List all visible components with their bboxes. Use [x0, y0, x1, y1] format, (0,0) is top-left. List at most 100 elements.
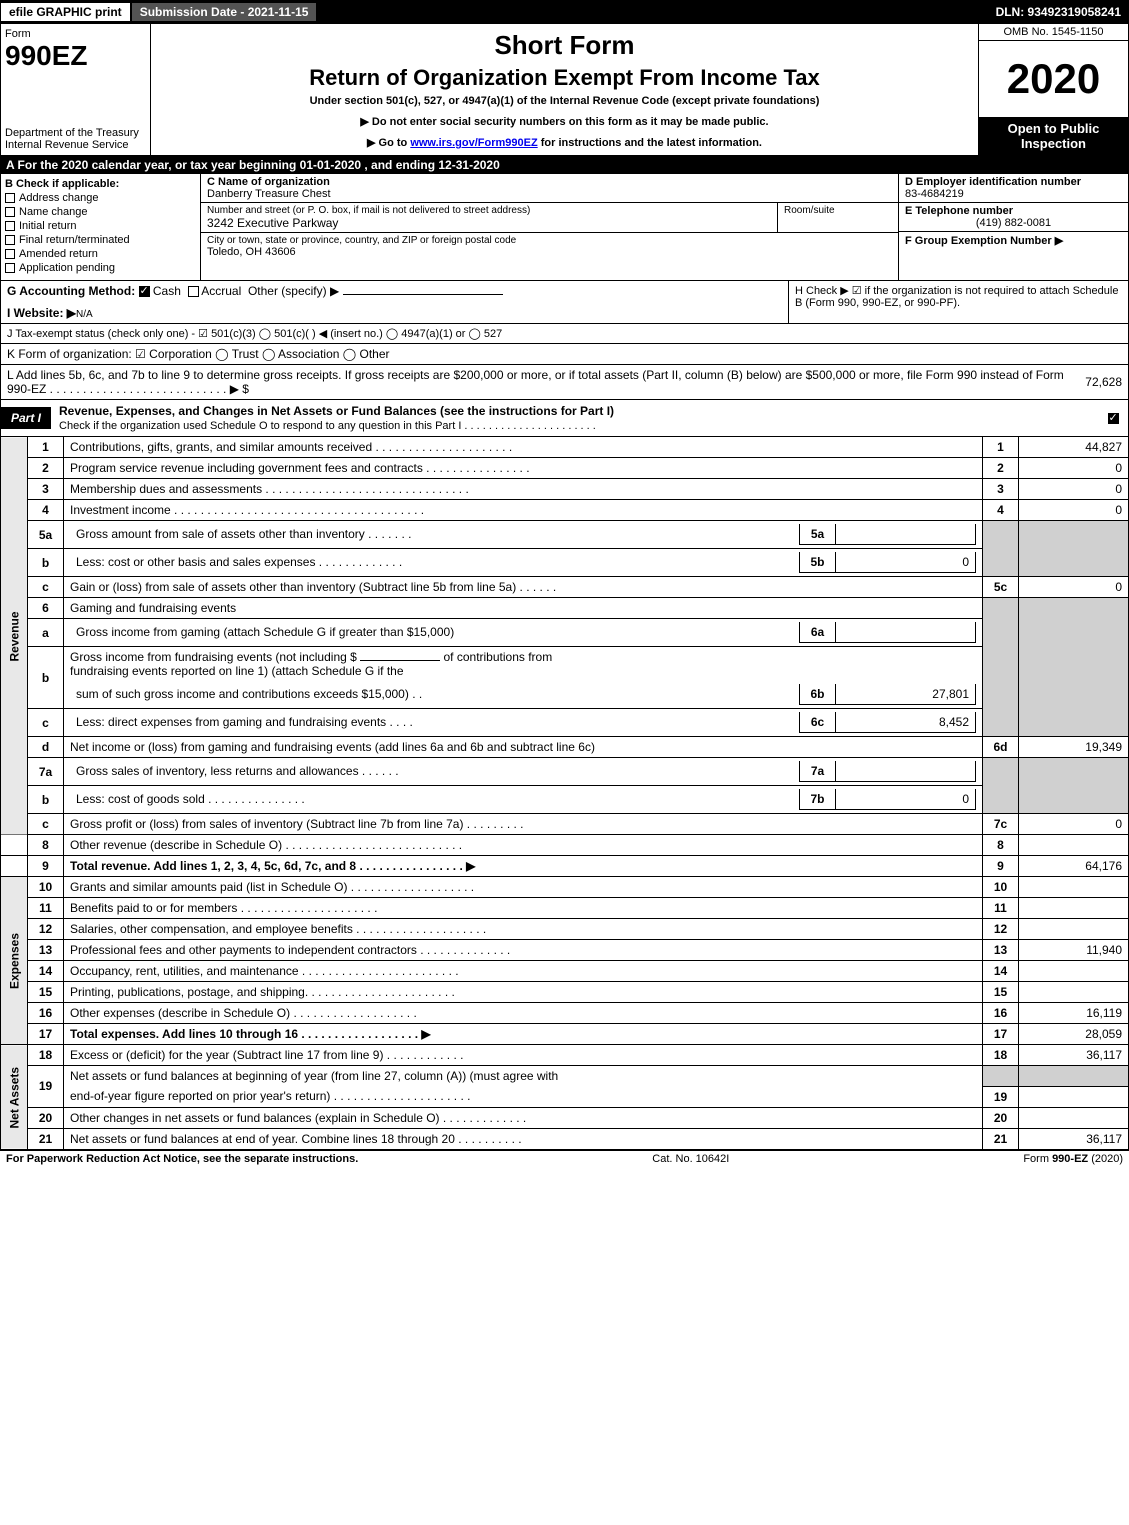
cash-checkbox[interactable]: [139, 286, 150, 297]
l19-desc: Net assets or fund balances at beginning…: [64, 1066, 983, 1087]
header-left: Form 990EZ Department of the Treasury In…: [1, 24, 151, 155]
part1-checkbox[interactable]: [1098, 411, 1128, 425]
cb-final-return[interactable]: Final return/terminated: [5, 234, 196, 246]
l16-rn: 16: [983, 1003, 1019, 1024]
l17-amt: 28,059: [1019, 1024, 1129, 1045]
d-label: D Employer identification number: [905, 176, 1122, 188]
l3-rn: 3: [983, 479, 1019, 500]
org-address: 3242 Executive Parkway: [207, 216, 771, 230]
room-cell: Room/suite: [778, 203, 898, 232]
l1-rn: 1: [983, 437, 1019, 458]
l15-rn: 15: [983, 982, 1019, 1003]
cb-amended[interactable]: Amended return: [5, 248, 196, 260]
dept-line1: Department of the Treasury: [5, 127, 146, 139]
netassets-tab: Net Assets: [1, 1045, 28, 1150]
l20-rn: 20: [983, 1107, 1019, 1128]
l11-rn: 11: [983, 898, 1019, 919]
l7a-num: 7a: [28, 758, 64, 786]
part1-label: Part I: [1, 407, 51, 429]
l2-amt: 0: [1019, 458, 1129, 479]
form-number: 990EZ: [5, 40, 146, 72]
l4-desc: Investment income . . . . . . . . . . . …: [64, 500, 983, 521]
other-input[interactable]: [343, 294, 503, 295]
f-label: F Group Exemption Number ▶: [905, 234, 1122, 247]
submission-date: Submission Date - 2021-11-15: [131, 2, 318, 22]
l5c-amt: 0: [1019, 577, 1129, 598]
l6d-amt: 19,349: [1019, 737, 1129, 758]
dln: DLN: 93492319058241: [988, 3, 1129, 21]
line-g: G Accounting Method: Cash Accrual Other …: [1, 281, 788, 323]
l20-amt: [1019, 1107, 1129, 1128]
l4-rn: 4: [983, 500, 1019, 521]
expenses-tab: Expenses: [1, 877, 28, 1045]
l19-desc2: end-of-year figure reported on prior yea…: [64, 1086, 983, 1107]
l19-shade2: [1019, 1066, 1129, 1087]
goto-link[interactable]: www.irs.gov/Form990EZ: [410, 137, 537, 149]
l6d-rn: 6d: [983, 737, 1019, 758]
l16-num: 16: [28, 1003, 64, 1024]
accrual-label: Accrual: [201, 284, 241, 298]
c-label: C Name of organization: [207, 176, 892, 188]
l21-amt: 36,117: [1019, 1128, 1129, 1149]
line-l-amount: 72,628: [1085, 375, 1122, 389]
line-l-text: L Add lines 5b, 6c, and 7b to line 9 to …: [7, 368, 1082, 396]
l11-amt: [1019, 898, 1129, 919]
open-public: Open to Public Inspection: [979, 117, 1128, 155]
l14-rn: 14: [983, 961, 1019, 982]
l21-num: 21: [28, 1128, 64, 1149]
efile-print[interactable]: efile GRAPHIC print: [0, 2, 131, 22]
dept-treasury: Department of the Treasury Internal Reve…: [5, 127, 146, 151]
l18-rn: 18: [983, 1045, 1019, 1066]
part1-header: Part I Revenue, Expenses, and Changes in…: [0, 400, 1129, 437]
l9-rn: 9: [983, 856, 1019, 877]
l17-desc: Total expenses. Add lines 10 through 16 …: [64, 1024, 983, 1045]
l21-desc: Net assets or fund balances at end of ye…: [64, 1128, 983, 1149]
l8-amt: [1019, 835, 1129, 856]
org-name: Danberry Treasure Chest: [207, 188, 892, 200]
l6b-num: b: [28, 647, 64, 709]
l11-desc: Benefits paid to or for members . . . . …: [64, 898, 983, 919]
l6-shade: [983, 598, 1019, 737]
l7ab-shade2: [1019, 758, 1129, 814]
cb-name-change[interactable]: Name change: [5, 206, 196, 218]
l3-desc: Membership dues and assessments . . . . …: [64, 479, 983, 500]
room-label: Room/suite: [784, 205, 892, 216]
l15-amt: [1019, 982, 1129, 1003]
line-l: L Add lines 5b, 6c, and 7b to line 9 to …: [0, 365, 1129, 400]
l6b-desc: Gross income from fundraising events (no…: [64, 647, 983, 682]
l6b-desc2: sum of such gross income and contributio…: [64, 681, 983, 709]
header-right: OMB No. 1545-1150 2020 Open to Public In…: [978, 24, 1128, 155]
city-label: City or town, state or province, country…: [207, 235, 892, 246]
l8-num: 8: [28, 835, 64, 856]
form-label: Form: [5, 28, 146, 40]
l7a-desc: Gross sales of inventory, less returns a…: [64, 758, 983, 786]
cb-pending[interactable]: Application pending: [5, 262, 196, 274]
section-a: A For the 2020 calendar year, or tax yea…: [0, 156, 1129, 174]
l5c-rn: 5c: [983, 577, 1019, 598]
l9-desc: Total revenue. Add lines 1, 2, 3, 4, 5c,…: [64, 856, 983, 877]
cb-initial-return[interactable]: Initial return: [5, 220, 196, 232]
l18-desc: Excess or (deficit) for the year (Subtra…: [64, 1045, 983, 1066]
l13-rn: 13: [983, 940, 1019, 961]
accrual-checkbox[interactable]: [188, 286, 199, 297]
i-label: I Website: ▶: [7, 306, 76, 320]
row-g-h: G Accounting Method: Cash Accrual Other …: [0, 281, 1129, 324]
short-form-title: Short Form: [161, 30, 968, 61]
addr-cell: Number and street (or P. O. box, if mail…: [201, 203, 778, 232]
cb-address-change[interactable]: Address change: [5, 192, 196, 204]
header-center: Short Form Return of Organization Exempt…: [151, 24, 978, 155]
l9-amt: 64,176: [1019, 856, 1129, 877]
tax-year: 2020: [979, 41, 1128, 117]
rev-spacer: [1, 835, 28, 856]
ein-cell: D Employer identification number 83-4684…: [899, 174, 1128, 203]
l6d-num: d: [28, 737, 64, 758]
l5ab-shade: [983, 521, 1019, 577]
l10-rn: 10: [983, 877, 1019, 898]
l14-amt: [1019, 961, 1129, 982]
l13-desc: Professional fees and other payments to …: [64, 940, 983, 961]
l1-amt: 44,827: [1019, 437, 1129, 458]
l6-shade2: [1019, 598, 1129, 737]
city-cell: City or town, state or province, country…: [201, 233, 898, 280]
l21-rn: 21: [983, 1128, 1019, 1149]
l6a-num: a: [28, 619, 64, 647]
